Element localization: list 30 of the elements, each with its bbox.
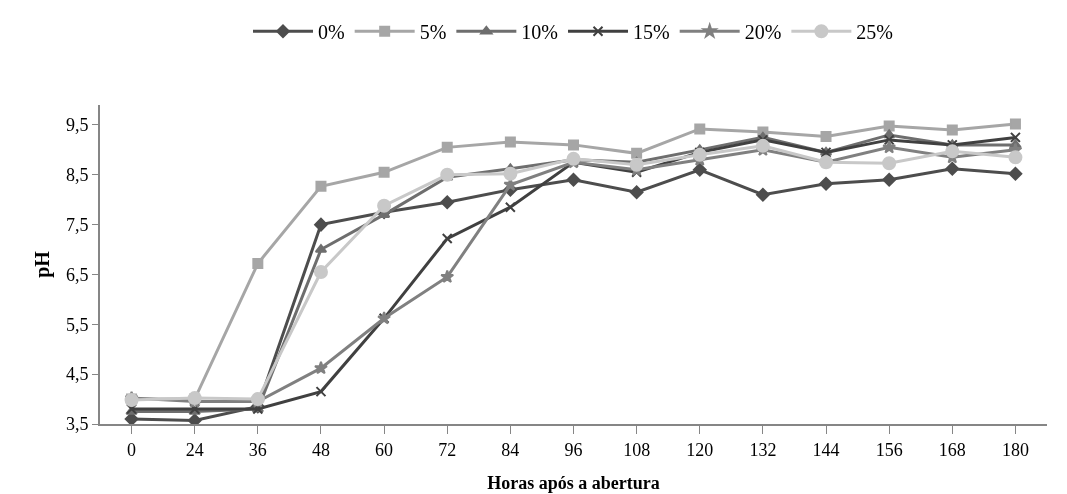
x-tick-label: 84	[501, 439, 520, 460]
x-tick-label: 144	[812, 439, 840, 460]
y-tick-label: 7,5	[65, 214, 89, 235]
y-tick-label: 4,5	[65, 364, 89, 385]
x-axis-title: Horas após a abertura	[487, 473, 660, 493]
x-tick-label: 96	[564, 439, 583, 460]
x-tick-label: 36	[248, 439, 267, 460]
legend-label: 5%	[419, 21, 447, 44]
legend-label: 15%	[633, 21, 670, 44]
y-axis-title: pH	[31, 250, 54, 278]
x-tick-label: 72	[438, 439, 457, 460]
x-tick-label: 0	[127, 439, 137, 460]
y-tick-label: 9,5	[65, 115, 89, 136]
y-tick-label: 8,5	[65, 165, 89, 186]
x-tick-label: 24	[185, 439, 204, 460]
x-tick-label: 156	[875, 439, 903, 460]
legend-label: 25%	[856, 21, 894, 44]
x-tick-label: 108	[623, 439, 651, 460]
y-tick-label: 5,5	[65, 314, 89, 335]
x-tick-label: 132	[749, 439, 777, 460]
x-tick-label: 180	[1001, 439, 1029, 460]
x-tick-label: 168	[938, 439, 966, 460]
x-tick-label: 120	[686, 439, 714, 460]
legend-label: 0%	[318, 21, 345, 44]
x-tick-label: 48	[311, 439, 330, 460]
legend-label: 10%	[521, 21, 559, 44]
legend-label: 20%	[744, 21, 782, 44]
y-tick-label: 6,5	[65, 264, 89, 285]
x-tick-label: 60	[375, 439, 394, 460]
y-tick-label: 3,5	[65, 414, 89, 435]
